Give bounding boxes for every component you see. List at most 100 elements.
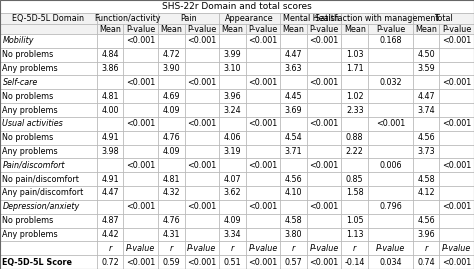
Text: <0.001: <0.001 bbox=[126, 119, 155, 128]
Bar bbox=[123, 48, 158, 62]
Text: Satisfaction with management: Satisfaction with management bbox=[315, 14, 439, 23]
Text: Any problems: Any problems bbox=[2, 64, 58, 73]
Text: Depression/anxiety: Depression/anxiety bbox=[2, 202, 80, 211]
Bar bbox=[158, 172, 184, 186]
Bar bbox=[0, 200, 97, 214]
Text: 0.168: 0.168 bbox=[379, 36, 401, 45]
Bar bbox=[280, 48, 307, 62]
Text: P-value: P-value bbox=[376, 24, 405, 34]
Text: <0.001: <0.001 bbox=[442, 202, 471, 211]
Text: <0.001: <0.001 bbox=[442, 119, 471, 128]
Bar bbox=[307, 48, 341, 62]
Text: Mean: Mean bbox=[160, 24, 182, 34]
Bar bbox=[158, 158, 184, 172]
Bar bbox=[413, 34, 439, 48]
Bar bbox=[123, 255, 158, 269]
Bar bbox=[413, 214, 439, 228]
Bar bbox=[439, 145, 474, 158]
Text: 1.03: 1.03 bbox=[346, 50, 364, 59]
Text: 4.50: 4.50 bbox=[417, 50, 435, 59]
Bar bbox=[97, 172, 123, 186]
Bar bbox=[439, 34, 474, 48]
Text: 4.10: 4.10 bbox=[285, 189, 302, 197]
Bar bbox=[413, 117, 439, 131]
Text: 4.54: 4.54 bbox=[285, 133, 302, 142]
Bar bbox=[341, 241, 368, 255]
Bar bbox=[219, 255, 246, 269]
Bar bbox=[413, 145, 439, 158]
Text: P-value: P-value bbox=[248, 24, 278, 34]
Bar bbox=[341, 172, 368, 186]
Bar bbox=[280, 117, 307, 131]
Bar bbox=[413, 200, 439, 214]
Bar bbox=[368, 158, 413, 172]
Bar bbox=[0, 13, 97, 24]
Text: P-value: P-value bbox=[376, 244, 405, 253]
Bar bbox=[341, 76, 368, 89]
Text: <0.001: <0.001 bbox=[187, 202, 217, 211]
Bar bbox=[341, 62, 368, 76]
Text: 4.47: 4.47 bbox=[101, 189, 119, 197]
Bar bbox=[219, 186, 246, 200]
Bar bbox=[368, 172, 413, 186]
Text: <0.001: <0.001 bbox=[126, 202, 155, 211]
Text: 3.98: 3.98 bbox=[101, 147, 119, 156]
Text: Mean: Mean bbox=[99, 24, 121, 34]
Bar bbox=[184, 200, 219, 214]
Bar bbox=[413, 48, 439, 62]
Bar bbox=[307, 158, 341, 172]
Bar bbox=[413, 186, 439, 200]
Text: <0.001: <0.001 bbox=[310, 258, 339, 267]
Bar bbox=[368, 117, 413, 131]
Bar bbox=[280, 76, 307, 89]
Text: 4.58: 4.58 bbox=[285, 216, 302, 225]
Text: 4.09: 4.09 bbox=[224, 216, 241, 225]
Bar bbox=[341, 89, 368, 103]
Bar bbox=[219, 200, 246, 214]
Bar bbox=[368, 24, 413, 34]
Text: r: r bbox=[109, 244, 112, 253]
Bar bbox=[97, 89, 123, 103]
Text: 4.45: 4.45 bbox=[285, 92, 302, 101]
Bar bbox=[413, 255, 439, 269]
Bar bbox=[219, 228, 246, 241]
Bar bbox=[439, 62, 474, 76]
Bar bbox=[158, 103, 184, 117]
Text: 0.034: 0.034 bbox=[379, 258, 401, 267]
Text: P-value: P-value bbox=[187, 24, 217, 34]
Bar bbox=[341, 48, 368, 62]
Bar bbox=[246, 89, 280, 103]
Bar bbox=[368, 200, 413, 214]
Bar bbox=[307, 62, 341, 76]
Bar bbox=[413, 228, 439, 241]
Text: <0.001: <0.001 bbox=[248, 78, 278, 87]
Text: 2.33: 2.33 bbox=[346, 105, 364, 115]
Text: 4.81: 4.81 bbox=[163, 175, 180, 184]
Bar bbox=[219, 172, 246, 186]
Bar bbox=[0, 145, 97, 158]
Bar bbox=[341, 24, 368, 34]
Text: 3.10: 3.10 bbox=[224, 64, 241, 73]
Text: 4.69: 4.69 bbox=[163, 92, 180, 101]
Text: No pain/discomfort: No pain/discomfort bbox=[2, 175, 79, 184]
Bar bbox=[413, 241, 439, 255]
Bar bbox=[280, 13, 341, 24]
Text: <0.001: <0.001 bbox=[187, 78, 217, 87]
Bar bbox=[413, 13, 474, 24]
Text: Pain/discomfort: Pain/discomfort bbox=[2, 161, 65, 170]
Text: 3.96: 3.96 bbox=[417, 230, 435, 239]
Bar bbox=[97, 145, 123, 158]
Bar bbox=[0, 0, 474, 13]
Bar bbox=[307, 103, 341, 117]
Bar bbox=[184, 145, 219, 158]
Bar bbox=[97, 255, 123, 269]
Text: 4.00: 4.00 bbox=[101, 105, 119, 115]
Bar bbox=[413, 89, 439, 103]
Bar bbox=[123, 62, 158, 76]
Bar bbox=[246, 200, 280, 214]
Text: 3.90: 3.90 bbox=[163, 64, 180, 73]
Bar bbox=[280, 145, 307, 158]
Bar bbox=[123, 117, 158, 131]
Bar bbox=[307, 131, 341, 145]
Text: <0.001: <0.001 bbox=[310, 161, 339, 170]
